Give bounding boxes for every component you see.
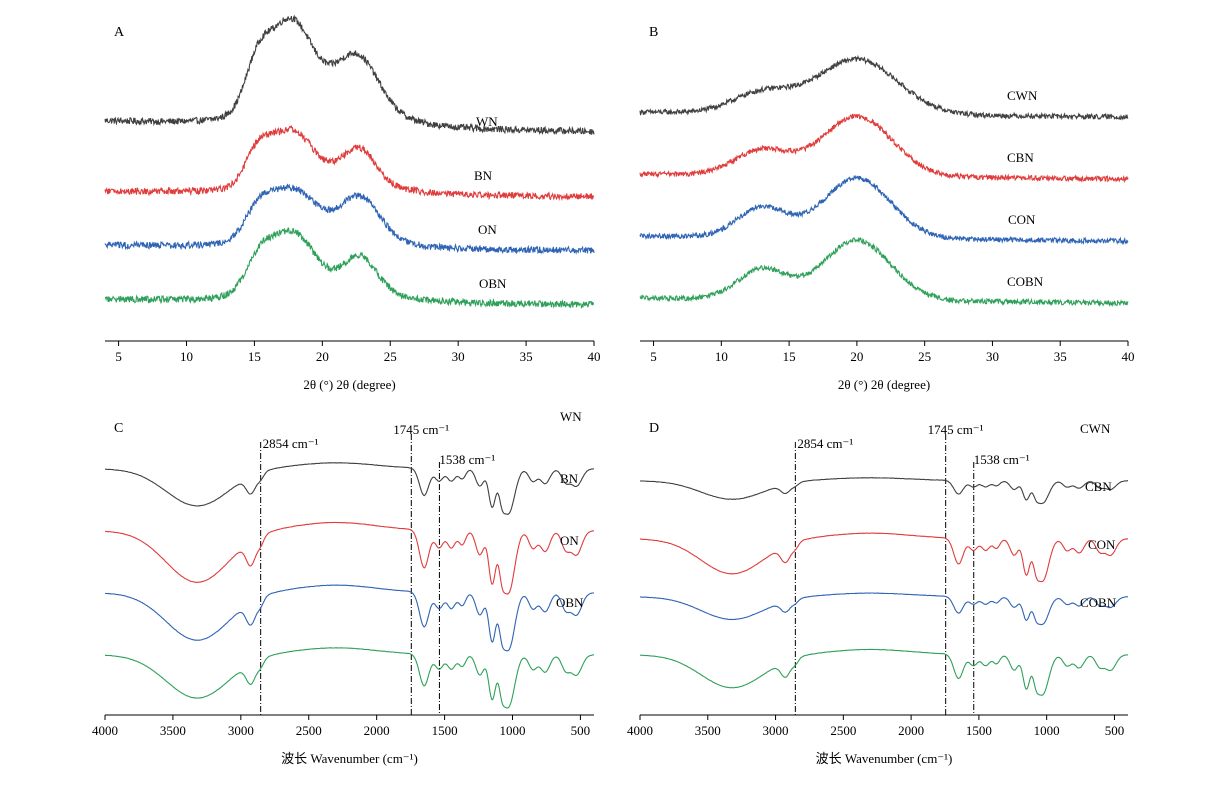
x-tick-label: 5	[650, 349, 657, 364]
series-label: WN	[476, 114, 498, 129]
wavenumber-annotation: 1745 cm⁻¹	[928, 422, 984, 437]
wavenumber-annotation: 2854 cm⁻¹	[797, 436, 853, 451]
series-line-cbn	[639, 113, 1129, 183]
series-line-bn	[105, 521, 594, 595]
series-label: BN	[560, 471, 579, 486]
series-line-on	[104, 183, 595, 255]
series-label: CBN	[1085, 479, 1112, 494]
series-label: CWN	[1080, 421, 1111, 436]
series-label: CWN	[1007, 88, 1038, 103]
x-tick-label: 3000	[228, 723, 254, 738]
x-tick-label: 40	[1122, 349, 1135, 364]
x-tick-label: 1500	[432, 723, 458, 738]
wavenumber-annotation: 2854 cm⁻¹	[263, 436, 319, 451]
series-label: COBN	[1007, 274, 1044, 289]
x-axis-label: 2θ (°) 2θ (degree)	[303, 377, 395, 392]
series-line-cobn	[639, 236, 1129, 308]
x-tick-label: 15	[248, 349, 261, 364]
x-tick-label: 500	[571, 723, 591, 738]
series-label: BN	[474, 168, 493, 183]
series-label: OBN	[479, 276, 507, 291]
x-tick-label: 1000	[1034, 723, 1060, 738]
series-line-con	[639, 174, 1129, 246]
panel-letter: A	[114, 25, 125, 40]
series-label: ON	[478, 222, 497, 237]
x-tick-label: 1500	[966, 723, 992, 738]
x-axis-label: 波长 Wavenumber (cm⁻¹)	[816, 751, 953, 766]
panel-d: D 4000 3500 3000 2500 2000 1500 1000 500 波长 Waven…	[627, 421, 1129, 766]
x-tick-label: 2500	[830, 723, 856, 738]
x-tick-label: 3500	[695, 723, 721, 738]
series-label: CON	[1088, 537, 1116, 552]
x-tick-label: 20	[850, 349, 863, 364]
x-axis-label: 波长 Wavenumber (cm⁻¹)	[281, 751, 418, 766]
series-line-cbn	[640, 532, 1129, 583]
x-tick-label: 30	[452, 349, 465, 364]
wavenumber-annotation: 1538 cm⁻¹	[974, 452, 1030, 467]
x-tick-label: 20	[316, 349, 329, 364]
panel-letter: C	[114, 421, 123, 436]
series-label: OBN	[556, 595, 584, 610]
x-tick-label: 3500	[160, 723, 186, 738]
series-line-bn	[104, 125, 595, 202]
x-tick-label: 35	[1054, 349, 1067, 364]
series-label: COBN	[1080, 595, 1117, 610]
x-tick-label: 35	[520, 349, 533, 364]
x-tick-label: 2000	[364, 723, 390, 738]
series-line-obn	[104, 227, 595, 309]
series-line-wn	[104, 462, 595, 515]
series-label: CON	[1008, 212, 1036, 227]
x-tick-label: 1000	[500, 723, 526, 738]
panel-letter: B	[649, 25, 658, 40]
series-line-con	[640, 592, 1129, 626]
series-line-obn	[104, 647, 594, 709]
series-line-on	[104, 584, 595, 652]
panel-c: C 4000 3500 3000 2500 2000 1500 1000 500 波长 Waven…	[92, 409, 595, 766]
x-tick-label: 40	[588, 349, 601, 364]
x-tick-label: 10	[715, 349, 728, 364]
wavenumber-annotation: 1745 cm⁻¹	[393, 422, 449, 437]
series-label: CBN	[1007, 150, 1034, 165]
panel-a: A 5 10 15 20 25 30 35 40 2θ (°) 2θ (degree) WN BN ON…	[104, 14, 601, 392]
x-tick-label: 4000	[92, 723, 118, 738]
panel-b: B 5 10 15 20 25 30 35 40 2θ (°) 2θ (degree) CWN CBN…	[639, 25, 1135, 392]
x-axis-label: 2θ (°) 2θ (degree)	[838, 377, 930, 392]
series-line-cwn	[639, 477, 1129, 505]
panel-letter: D	[649, 421, 659, 436]
series-line-wn	[104, 14, 595, 136]
x-tick-label: 25	[918, 349, 931, 364]
series-line-cwn	[639, 54, 1129, 121]
x-tick-label: 25	[384, 349, 397, 364]
x-tick-label: 10	[180, 349, 193, 364]
series-label: ON	[560, 533, 579, 548]
series-line-cobn	[639, 648, 1129, 696]
x-tick-label: 15	[783, 349, 796, 364]
x-tick-label: 500	[1105, 723, 1125, 738]
wavenumber-annotation: 1538 cm⁻¹	[439, 452, 495, 467]
x-tick-label: 4000	[627, 723, 653, 738]
x-tick-label: 2000	[898, 723, 924, 738]
x-tick-label: 2500	[296, 723, 322, 738]
series-label: WN	[560, 409, 582, 424]
x-tick-label: 3000	[763, 723, 789, 738]
x-tick-label: 5	[115, 349, 122, 364]
x-tick-label: 30	[986, 349, 999, 364]
